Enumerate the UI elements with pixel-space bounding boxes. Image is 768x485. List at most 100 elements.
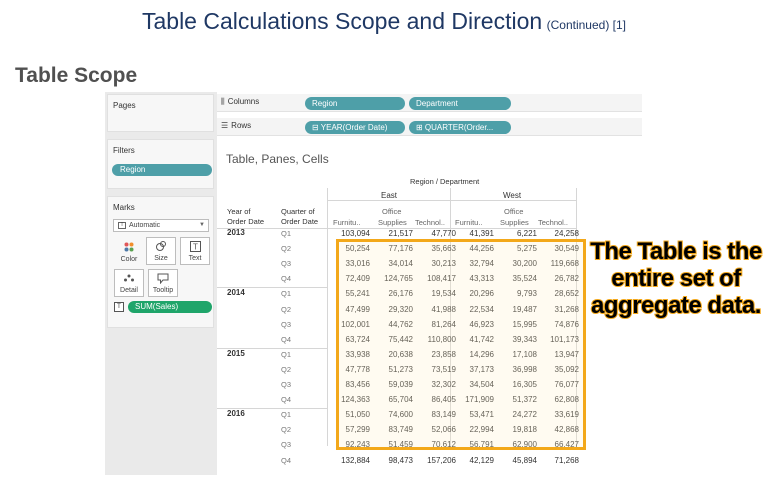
pages-label: Pages <box>113 101 136 110</box>
quarter-label: Q3 <box>281 319 292 329</box>
rows-shelf[interactable]: ☰ Rows ⊟ YEAR(Order Date) ⊞ QUARTER(Order… <box>217 118 642 136</box>
columns-pill-department[interactable]: Department <box>409 97 511 110</box>
table-cell: 36,998 <box>512 364 537 374</box>
detail-button[interactable]: Detail <box>114 269 144 297</box>
department-header: Technol.. <box>415 218 446 227</box>
table-cell: 16,305 <box>512 380 537 389</box>
quarter-label: Q2 <box>281 425 292 435</box>
table-cell: 42,868 <box>554 425 579 435</box>
table-cell: 22,994 <box>469 425 494 435</box>
quarter-label: Q4 <box>281 274 292 284</box>
header-region-west: West <box>503 191 522 200</box>
table-cell: 86,405 <box>431 395 456 405</box>
header-quarter-line2: Order Date <box>281 217 319 226</box>
sum-sales-field[interactable]: T SUM(Sales) <box>112 301 212 313</box>
sum-sales-pill[interactable]: SUM(Sales) <box>128 301 212 313</box>
quarter-label: Q1 <box>281 229 292 238</box>
quarter-label: Q4 <box>281 334 292 344</box>
table-cell: 65,704 <box>388 395 413 405</box>
table-cell: 52,066 <box>431 425 456 435</box>
table-cell: 66,427 <box>554 440 579 450</box>
quarter-label: Q2 <box>281 304 292 314</box>
table-cell: 55,241 <box>345 289 370 299</box>
table-cell: 39,343 <box>512 334 537 344</box>
table-cell: 51,372 <box>512 395 537 405</box>
table-cell: 26,176 <box>388 289 413 299</box>
table-cell: 44,762 <box>388 319 413 329</box>
section-heading: Table Scope <box>15 64 138 87</box>
table-cell: 102,001 <box>341 319 370 329</box>
mark-type-value: Automatic <box>129 222 161 229</box>
table-cell: 119,668 <box>550 259 579 269</box>
department-header: Technol.. <box>538 218 569 227</box>
year-label: 2015 <box>227 348 245 358</box>
grid-divider <box>327 188 328 446</box>
department-header: Supplies <box>500 218 529 227</box>
table-cell: 59,039 <box>388 380 413 389</box>
quarter-label: Q4 <box>281 455 292 465</box>
table-cell: 70,612 <box>431 440 456 450</box>
table-cell: 37,173 <box>469 364 494 374</box>
table-cell: 76,077 <box>554 380 579 389</box>
rows-label-text: Rows <box>231 121 252 130</box>
rows-pill-quarter[interactable]: ⊞ QUARTER(Order... <box>409 121 511 134</box>
table-cell: 124,363 <box>341 395 370 405</box>
table-cell: 110,800 <box>427 334 456 344</box>
table-cell: 157,206 <box>427 455 456 465</box>
table-cell: 132,884 <box>341 455 370 465</box>
callout-text: The Table is the entire set of aggregate… <box>589 237 763 320</box>
table-cell: 73,519 <box>431 364 456 374</box>
filters-card[interactable]: Filters Region <box>107 139 214 189</box>
table-cell: 35,663 <box>431 244 456 254</box>
tooltip-label: Tooltip <box>152 287 174 294</box>
table-cell: 19,818 <box>512 425 537 435</box>
grid-divider <box>450 188 451 446</box>
text-mark-icon: T <box>118 221 126 229</box>
marks-card: Marks T Automatic ▼ Color Size <box>107 196 214 328</box>
table-cell: 41,988 <box>431 304 456 314</box>
color-button[interactable]: Color <box>114 239 144 267</box>
columns-shelf[interactable]: ⫼ Columns Region Department <box>217 94 642 112</box>
table-cell: 20,296 <box>469 289 494 299</box>
table-cell: 77,176 <box>388 244 413 254</box>
table-cell: 31,268 <box>554 304 579 314</box>
rows-pill-year[interactable]: ⊟ YEAR(Order Date) <box>305 121 405 134</box>
department-header-line1: Office <box>382 207 402 216</box>
table-cell: 15,995 <box>512 319 537 329</box>
table-cell: 72,409 <box>345 274 370 284</box>
columns-icon: ⫼ <box>221 97 225 106</box>
mark-type-select[interactable]: T Automatic ▼ <box>113 219 209 232</box>
view-title: Table, Panes, Cells <box>226 152 329 166</box>
table-cell: 32,794 <box>469 259 494 269</box>
table-cell: 71,268 <box>554 455 579 465</box>
table-cell: 47,770 <box>431 229 456 238</box>
table-cell: 5,275 <box>516 244 537 254</box>
table-cell: 47,499 <box>345 304 370 314</box>
table-cell: 43,313 <box>469 274 494 284</box>
table-cell: 92,243 <box>345 440 370 450</box>
slide-title-main: Table Calculations Scope and Direction <box>141 8 543 34</box>
table-cell: 98,473 <box>388 455 413 465</box>
columns-label-text: Columns <box>227 97 260 106</box>
text-button[interactable]: T Text <box>180 237 210 265</box>
table-cell: 26,782 <box>554 274 579 284</box>
table-cell: 20,638 <box>388 349 413 359</box>
filter-pill-region[interactable]: Region <box>112 164 212 176</box>
quarter-label: Q3 <box>281 380 292 389</box>
table-cell: 51,050 <box>345 410 370 420</box>
table-cell: 21,517 <box>388 229 413 238</box>
detail-label: Detail <box>120 287 138 294</box>
size-label: Size <box>154 255 168 262</box>
table-cell: 17,108 <box>512 349 537 359</box>
table-cell: 30,549 <box>554 244 579 254</box>
size-button[interactable]: Size <box>146 237 176 265</box>
quarter-label: Q3 <box>281 440 292 450</box>
grid-divider <box>217 287 327 289</box>
left-panel: Pages Filters Region Marks T Automatic ▼ … <box>105 92 217 475</box>
department-header: Furnitu.. <box>333 218 361 227</box>
tooltip-button[interactable]: Tooltip <box>148 269 178 297</box>
table-cell: 53,471 <box>469 410 494 420</box>
pages-card[interactable]: Pages <box>107 94 214 132</box>
table-cell: 33,619 <box>554 410 579 420</box>
columns-pill-region[interactable]: Region <box>305 97 405 110</box>
